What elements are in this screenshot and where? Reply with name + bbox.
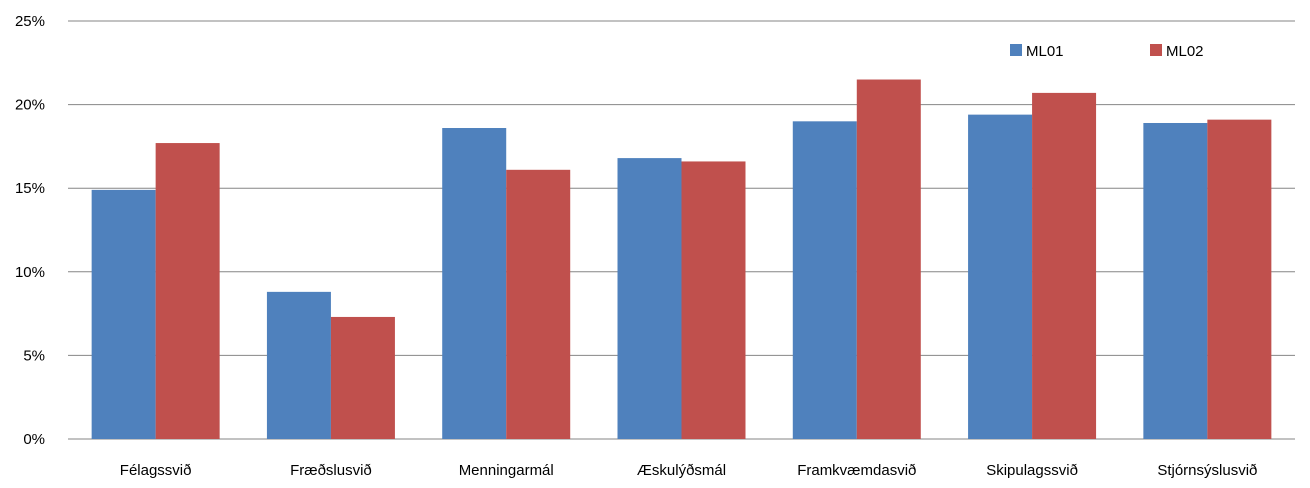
bar-ml02-5 — [1032, 92, 1097, 440]
bar-ml01-2 — [442, 128, 507, 439]
y-tick-label: 5% — [23, 347, 45, 364]
bars — [91, 79, 1272, 440]
legend-swatch-ml02 — [1150, 44, 1162, 56]
legend-label-ml01: ML01 — [1026, 43, 1064, 60]
bar-ml01-4 — [792, 121, 857, 439]
y-tick-label: 20% — [15, 97, 45, 114]
x-tick-label: Stjórnsýslusvið — [1157, 462, 1257, 479]
bar-ml02-4 — [856, 79, 921, 440]
bar-ml01-5 — [968, 114, 1033, 439]
legend-swatch-ml01 — [1010, 44, 1022, 56]
y-tick-label: 25% — [15, 13, 45, 30]
y-tick-label: 15% — [15, 180, 45, 197]
x-axis-ticks: Félagssvið Fræðslusvið Menningarmál Æskulýð… — [120, 462, 1258, 479]
y-tick-label: 10% — [15, 264, 45, 281]
y-axis-ticks: 0% 5% 10% 15% 20% 25% — [15, 13, 45, 448]
y-tick-label: 0% — [23, 431, 45, 448]
legend-label-ml02: ML02 — [1166, 43, 1204, 60]
x-tick-label: Skipulagssvið — [986, 462, 1078, 479]
bar-ml02-6 — [1207, 119, 1272, 439]
bar-ml01-0 — [91, 189, 156, 439]
x-tick-label: Framkvæmdasvið — [797, 462, 916, 479]
bar-ml02-0 — [155, 143, 220, 439]
bar-ml02-3 — [681, 161, 746, 439]
bar-ml02-2 — [506, 169, 571, 440]
bar-ml01-1 — [266, 291, 331, 439]
bar-ml01-6 — [1143, 122, 1208, 439]
x-tick-label: Menningarmál — [459, 462, 554, 479]
legend: ML01 ML02 — [1010, 43, 1204, 60]
bar-ml01-3 — [617, 158, 682, 439]
x-tick-label: Æskulýðsmál — [637, 462, 726, 479]
x-tick-label: Fræðslusvið — [290, 462, 372, 479]
x-tick-label: Félagssvið — [120, 462, 192, 479]
bar-ml02-1 — [330, 316, 395, 439]
